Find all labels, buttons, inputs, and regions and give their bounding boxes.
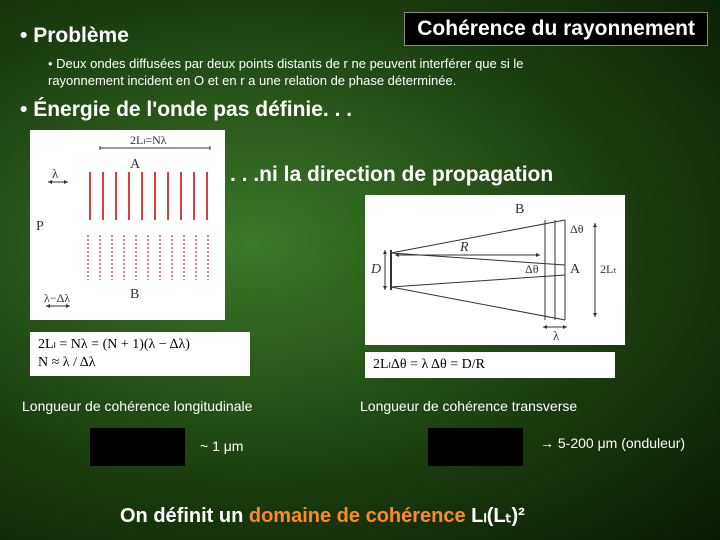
svg-text:A: A <box>570 262 581 277</box>
heading-energie: • Énergie de l'onde pas définie. . . <box>20 98 352 122</box>
formula-right-l1: 2LₗΔθ = λ Δθ = D/R <box>373 356 607 374</box>
caption-left-text: Longueur de cohérence longitudinale <box>22 398 252 414</box>
formula-left-l1: 2Lₗ = Nλ = (N + 1)(λ − Δλ) <box>38 336 242 354</box>
mid-text: . . .ni la direction de propagation <box>230 163 553 187</box>
bullet: • <box>20 24 27 47</box>
footer-prefix: On définit un <box>120 505 249 527</box>
comb-bottom <box>88 235 208 280</box>
mid-text-content: . . .ni la direction de propagation <box>230 163 553 186</box>
caption-right-text: Longueur de cohérence transverse <box>360 398 577 414</box>
svg-text:Δθ: Δθ <box>525 262 539 276</box>
heading-probleme: • Problème <box>20 24 129 48</box>
svg-text:B: B <box>515 202 524 217</box>
heading-text: Problème <box>33 24 129 47</box>
title-coherence: Cohérence du rayonnement <box>404 12 708 46</box>
svg-text:A: A <box>130 157 141 172</box>
svg-text:B: B <box>130 287 139 302</box>
subbullet-l2: rayonnement incident en O et en r a une … <box>48 73 524 90</box>
diagram-right: D R B A Δθ Δθ 2Lₜ λ <box>365 195 625 345</box>
formula-left: 2Lₗ = Nλ = (N + 1)(λ − Δλ) N ≈ λ / Δλ <box>30 332 250 376</box>
subbullet-l1: • Deux ondes diffusées par deux points d… <box>48 56 524 73</box>
footer-highlight: domaine de cohérence <box>249 505 466 527</box>
caption-left: Longueur de cohérence longitudinale <box>22 398 252 414</box>
bullet2: • <box>20 98 27 121</box>
approx-right-text: → 5-200 μm (onduleur) <box>540 435 685 451</box>
caption-right: Longueur de cohérence transverse <box>360 398 577 414</box>
blackbox-left <box>90 428 185 466</box>
title-text: Cohérence du rayonnement <box>417 17 695 40</box>
approx-right: → 5-200 μm (onduleur) <box>540 435 685 451</box>
label-2ll: 2Lₗ=Nλ <box>130 133 167 147</box>
diagram-left: 2Lₗ=Nλ λ A P λ−Δλ <box>30 130 225 320</box>
blackbox-right <box>428 428 523 466</box>
comb-top <box>90 172 207 220</box>
footer: On définit un domaine de cohérence Lₗ(Lₜ… <box>120 503 525 528</box>
svg-text:λ: λ <box>52 166 59 181</box>
heading2-text: Énergie de l'onde pas définie. . . <box>33 98 352 121</box>
svg-text:λ−Δλ: λ−Δλ <box>44 291 70 305</box>
svg-text:2Lₜ: 2Lₜ <box>600 262 617 276</box>
svg-text:R: R <box>459 240 469 255</box>
formula-right: 2LₗΔθ = λ Δθ = D/R <box>365 352 615 378</box>
footer-suffix: Lₗ(Lₜ)² <box>466 505 525 527</box>
formula-left-l2: N ≈ λ / Δλ <box>38 354 242 372</box>
subbullet: • Deux ondes diffusées par deux points d… <box>48 56 524 90</box>
svg-text:P: P <box>36 219 44 234</box>
approx-left-text: ~ 1 μm <box>200 438 243 454</box>
diagram-left-svg: 2Lₗ=Nλ λ A P λ−Δλ <box>30 130 225 320</box>
diagram-right-svg: D R B A Δθ Δθ 2Lₜ λ <box>365 195 625 345</box>
svg-text:Δθ: Δθ <box>570 222 584 236</box>
svg-text:D: D <box>370 262 381 277</box>
approx-left: ~ 1 μm <box>200 438 243 454</box>
svg-text:λ: λ <box>553 328 560 343</box>
